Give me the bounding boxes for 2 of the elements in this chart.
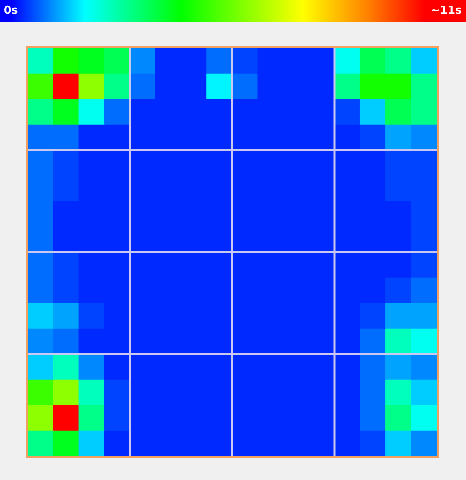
color-bar-label: 0s bbox=[4, 4, 19, 17]
color-bar-label: ~11s bbox=[430, 4, 462, 17]
